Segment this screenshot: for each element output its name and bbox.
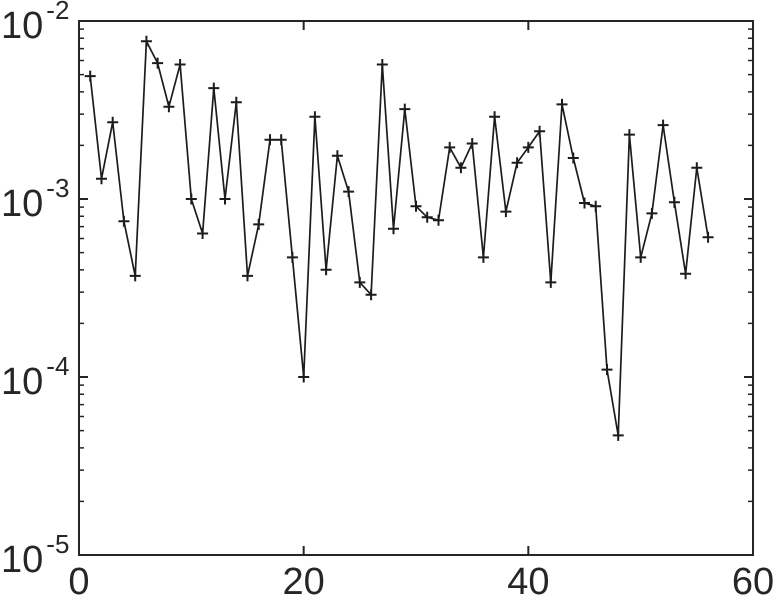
- major-ticks: [78, 20, 754, 556]
- data-markers: [84, 35, 714, 441]
- y-tick-label: 10 -2: [1, 0, 69, 47]
- y-tick-exponent: -5: [46, 529, 69, 559]
- plot-box: [78, 20, 754, 556]
- y-tick-label: 10 -3: [1, 173, 69, 225]
- x-tick-label: 0: [68, 561, 89, 600]
- x-tick-label: 40: [507, 561, 549, 600]
- minor-ticks: [79, 28, 753, 503]
- y-tick-exponent: -4: [46, 351, 69, 381]
- x-tick-label: 60: [732, 561, 774, 600]
- y-tick-exponent: -3: [46, 173, 69, 203]
- y-tick-exponent: -2: [46, 0, 69, 25]
- x-tick-label: 20: [283, 561, 325, 600]
- y-tick-label: 10 -4: [1, 351, 69, 403]
- y-tick-label: 10 -5: [1, 529, 69, 581]
- data-line: [89, 40, 709, 437]
